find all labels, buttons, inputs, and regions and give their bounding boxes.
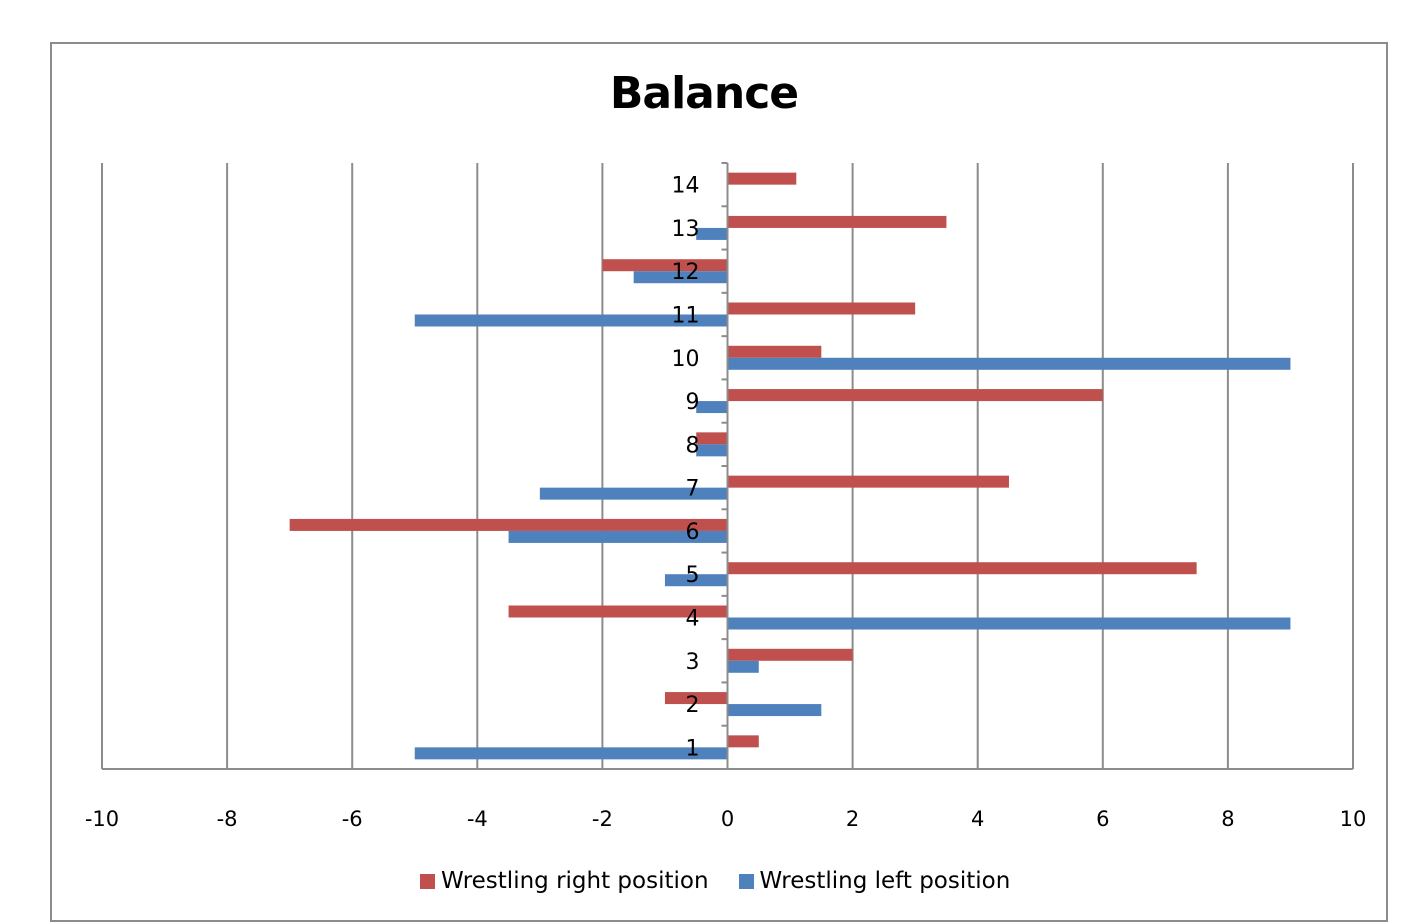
bar-right-4 (508, 605, 728, 618)
category-label: 9 (686, 390, 700, 415)
bar-left-13 (696, 227, 728, 240)
category-label: 4 (686, 607, 700, 632)
bar-left-11 (414, 314, 728, 327)
x-tick-label: 6 (1096, 807, 1109, 831)
legend-swatch (738, 874, 754, 889)
legend-label: Wrestling right position (441, 868, 709, 894)
bar-right-5 (727, 562, 1197, 575)
x-tick-label: 2 (846, 807, 859, 831)
bar-left-10 (727, 357, 1291, 370)
x-tick-label: 0 (721, 807, 734, 831)
category-label: 5 (686, 563, 700, 588)
x-tick-label: 10 (1340, 807, 1367, 831)
category-label: 3 (686, 650, 700, 675)
x-tick-label: -10 (85, 807, 119, 831)
category-label: 7 (686, 477, 700, 502)
legend-swatch (420, 874, 435, 889)
chart-title: Balance (609, 68, 799, 119)
bar-left-7 (539, 487, 728, 500)
category-label: 13 (672, 217, 700, 242)
legend-item-left: Wrestling left position (738, 868, 1011, 894)
x-tick-label: -6 (342, 807, 363, 831)
bar-right-8 (696, 432, 728, 445)
legend-item-right: Wrestling right position (420, 868, 709, 894)
category-label: 6 (686, 520, 700, 545)
x-tick-label: -2 (592, 807, 613, 831)
bar-right-13 (727, 215, 947, 228)
category-label: 12 (672, 260, 700, 285)
category-label: 10 (672, 347, 700, 372)
bar-right-14 (727, 172, 797, 185)
bar-left-1 (414, 747, 728, 760)
bar-right-7 (727, 475, 1009, 488)
legend-label: Wrestling left position (759, 868, 1011, 894)
category-label: 8 (686, 433, 700, 458)
bar-left-4 (727, 617, 1291, 630)
x-tick-label: 4 (971, 807, 984, 831)
category-label: 11 (672, 304, 700, 329)
bar-right-10 (727, 345, 822, 358)
bar-left-3 (727, 660, 759, 673)
bar-right-11 (727, 302, 916, 315)
bar-left-8 (696, 444, 728, 457)
bar-left-5 (664, 574, 728, 587)
bar-left-6 (508, 530, 728, 543)
category-label: 2 (686, 693, 700, 718)
x-tick-label: 8 (1221, 807, 1234, 831)
x-tick-label: -8 (217, 807, 238, 831)
chart-frame (50, 42, 1388, 922)
bar-right-3 (727, 648, 853, 661)
bar-right-1 (727, 735, 759, 748)
bar-right-2 (664, 692, 728, 705)
legend: Wrestling right position Wrestling left p… (420, 868, 1040, 898)
category-label: 1 (686, 736, 700, 761)
x-tick-label: -4 (467, 807, 488, 831)
bar-left-2 (727, 704, 822, 717)
bar-left-12 (633, 271, 728, 284)
bar-right-12 (602, 259, 728, 272)
bar-right-6 (289, 518, 728, 531)
bar-left-9 (696, 401, 728, 414)
category-label: 14 (672, 174, 700, 199)
bar-right-9 (727, 389, 1103, 402)
